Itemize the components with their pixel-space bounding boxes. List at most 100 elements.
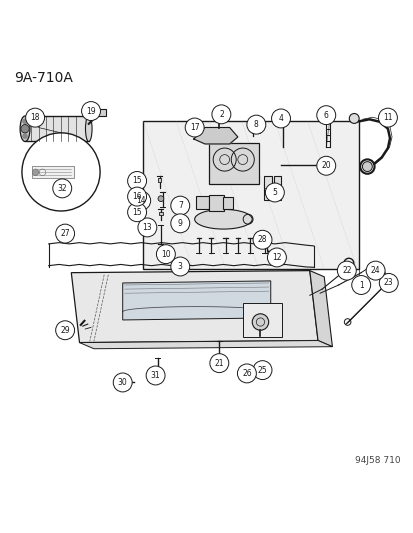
Circle shape: [351, 276, 370, 294]
Text: 2: 2: [218, 110, 223, 119]
Circle shape: [146, 366, 165, 385]
Circle shape: [316, 156, 335, 175]
Circle shape: [377, 108, 396, 127]
Circle shape: [127, 187, 146, 206]
FancyBboxPatch shape: [242, 303, 281, 337]
Text: 13: 13: [142, 223, 152, 232]
Text: 24: 24: [370, 266, 380, 275]
Circle shape: [32, 169, 39, 175]
FancyBboxPatch shape: [159, 212, 162, 215]
Text: 94J58 710: 94J58 710: [354, 456, 399, 465]
Ellipse shape: [85, 116, 92, 141]
Circle shape: [271, 109, 290, 128]
Circle shape: [53, 179, 71, 198]
Text: 12: 12: [271, 253, 281, 262]
Circle shape: [23, 134, 27, 138]
Text: 14: 14: [136, 196, 146, 205]
Circle shape: [55, 224, 74, 243]
Circle shape: [185, 118, 204, 137]
Circle shape: [23, 129, 27, 133]
Text: 16: 16: [132, 192, 142, 201]
Polygon shape: [71, 271, 317, 343]
Circle shape: [237, 364, 256, 383]
Polygon shape: [309, 271, 332, 346]
Text: 31: 31: [150, 371, 160, 380]
Text: 32: 32: [57, 184, 67, 193]
Circle shape: [267, 248, 286, 267]
Text: 9A-710A: 9A-710A: [14, 71, 72, 85]
Circle shape: [81, 102, 100, 120]
Text: 25: 25: [257, 366, 267, 375]
Text: 18: 18: [30, 113, 40, 122]
Circle shape: [158, 196, 164, 201]
FancyBboxPatch shape: [222, 197, 233, 208]
Text: 26: 26: [242, 369, 251, 378]
FancyBboxPatch shape: [209, 195, 224, 211]
Circle shape: [246, 115, 265, 134]
Circle shape: [138, 218, 157, 237]
Polygon shape: [193, 127, 237, 144]
Circle shape: [378, 273, 397, 293]
Circle shape: [337, 261, 356, 280]
Circle shape: [26, 108, 45, 127]
FancyBboxPatch shape: [158, 179, 161, 182]
Circle shape: [265, 183, 284, 202]
Text: 5: 5: [272, 188, 277, 197]
Circle shape: [171, 214, 189, 233]
Circle shape: [127, 172, 146, 190]
Text: 6: 6: [323, 111, 328, 120]
Circle shape: [21, 125, 29, 133]
Text: 8: 8: [253, 120, 258, 129]
Circle shape: [131, 191, 150, 210]
Text: 30: 30: [118, 378, 127, 387]
Circle shape: [316, 106, 335, 125]
Text: 7: 7: [178, 201, 182, 210]
FancyBboxPatch shape: [273, 176, 281, 200]
Text: 3: 3: [178, 262, 182, 271]
Text: 9: 9: [178, 219, 182, 228]
Circle shape: [252, 361, 271, 379]
Text: 11: 11: [382, 113, 392, 122]
Text: 27: 27: [60, 229, 70, 238]
Circle shape: [252, 314, 268, 330]
Text: 20: 20: [320, 161, 330, 170]
Ellipse shape: [194, 209, 252, 229]
Circle shape: [22, 133, 100, 211]
FancyBboxPatch shape: [208, 143, 258, 184]
Text: 15: 15: [132, 208, 142, 217]
Circle shape: [127, 203, 146, 222]
Text: 29: 29: [60, 326, 70, 335]
Circle shape: [156, 245, 175, 264]
FancyBboxPatch shape: [25, 116, 88, 141]
Text: 23: 23: [383, 278, 393, 287]
Text: 1: 1: [358, 280, 363, 289]
FancyBboxPatch shape: [97, 109, 106, 116]
Polygon shape: [79, 341, 332, 349]
Circle shape: [252, 230, 271, 249]
Text: 22: 22: [341, 266, 351, 275]
Text: 15: 15: [132, 176, 142, 185]
Text: 21: 21: [214, 359, 223, 368]
Circle shape: [209, 354, 228, 373]
FancyBboxPatch shape: [196, 196, 209, 209]
Text: 19: 19: [86, 107, 96, 116]
Text: 28: 28: [257, 235, 267, 244]
Text: 4: 4: [278, 114, 283, 123]
Circle shape: [171, 257, 189, 276]
Circle shape: [365, 261, 384, 280]
Circle shape: [211, 105, 230, 124]
Circle shape: [23, 124, 27, 128]
Circle shape: [361, 161, 371, 172]
Polygon shape: [122, 281, 270, 320]
Circle shape: [23, 119, 27, 124]
Ellipse shape: [359, 159, 374, 174]
Circle shape: [55, 321, 74, 340]
FancyBboxPatch shape: [143, 122, 358, 269]
Ellipse shape: [20, 116, 30, 141]
Circle shape: [171, 196, 189, 215]
FancyBboxPatch shape: [263, 176, 271, 200]
Circle shape: [113, 373, 132, 392]
Ellipse shape: [383, 276, 391, 286]
Circle shape: [349, 114, 358, 124]
Text: 17: 17: [190, 123, 199, 132]
